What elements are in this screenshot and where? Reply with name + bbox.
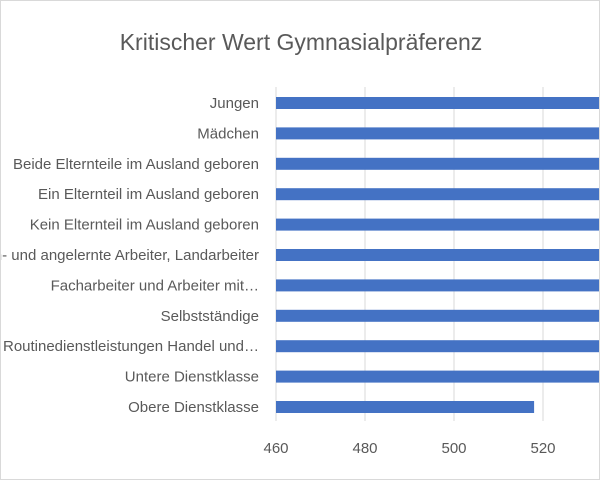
bar xyxy=(276,218,599,231)
bar xyxy=(276,157,599,170)
bar xyxy=(276,401,535,413)
category-label: Jungen xyxy=(210,95,259,112)
chart-title: Kritischer Wert Gymnasialpräferenz xyxy=(119,29,483,55)
x-tick-label: 480 xyxy=(352,440,377,457)
category-label: Obere Dienstklasse xyxy=(128,399,259,416)
category-label: Ein Elternteil im Ausland geboren xyxy=(38,186,259,203)
category-label: Untere Dienstklasse xyxy=(125,369,259,386)
category-label: Kein Elternteil im Ausland geboren xyxy=(30,217,259,234)
x-tick-label: 520 xyxy=(530,440,555,457)
bar xyxy=(276,309,599,322)
category-label: Un- und angelernte Arbeiter, Landarbeite… xyxy=(1,247,259,264)
bar xyxy=(276,340,599,353)
bar xyxy=(276,249,599,261)
bar xyxy=(276,127,599,140)
category-label: Beide Elternteile im Ausland geboren xyxy=(13,156,259,173)
x-tick-label: 500 xyxy=(441,440,466,457)
bar xyxy=(276,97,599,109)
x-tick-label: 460 xyxy=(263,440,288,457)
bar xyxy=(276,370,599,383)
category-label: Mädchen xyxy=(197,125,259,142)
bar xyxy=(276,188,599,201)
category-label: Routinedienstleistungen Handel und… xyxy=(3,338,259,355)
category-label: Facharbeiter und Arbeiter mit… xyxy=(51,277,259,294)
category-label: Selbstständige xyxy=(161,308,259,325)
bar xyxy=(276,279,599,292)
